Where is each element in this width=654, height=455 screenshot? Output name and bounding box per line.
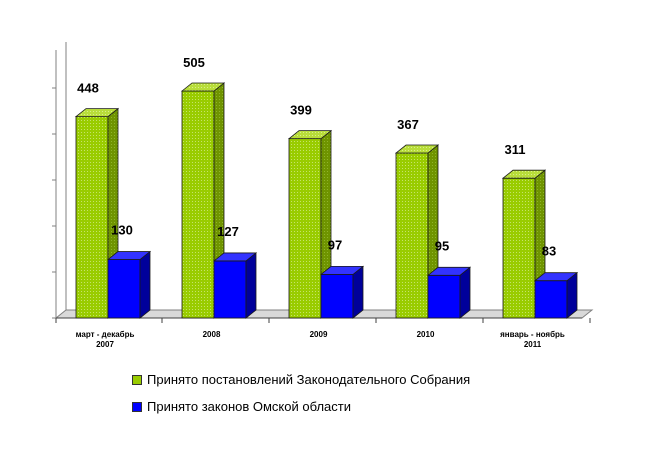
legend-label: Принято законов Омской области xyxy=(147,399,351,414)
x-tick-label: январь - ноябрь 2011 xyxy=(500,330,565,349)
bar-green-top xyxy=(287,130,333,140)
data-label-green: 399 xyxy=(290,103,312,118)
chart-x-tick-labels: март - декабрь 2007 2008 2009 2010 январь - н… xyxy=(76,330,565,349)
bar-green-front xyxy=(75,116,109,319)
chart-data-labels: 448 130 505 127 399 97 367 95 311 83 xyxy=(77,55,556,259)
bar-green-front xyxy=(395,152,429,319)
bar-blue-side xyxy=(352,265,364,319)
chart-legend: Принято постановлений Законодательного С… xyxy=(132,366,470,420)
x-tick-label: 2010 xyxy=(417,330,435,339)
bar-blue-side xyxy=(459,266,471,319)
bar-green-top xyxy=(74,108,120,118)
x-tick-label: март - декабрь 2007 xyxy=(76,330,135,349)
bar-blue-side xyxy=(139,250,151,319)
bar-green-front xyxy=(288,138,322,319)
bar-green-top xyxy=(180,82,226,92)
bar-blue-front xyxy=(427,274,461,319)
data-label-blue: 83 xyxy=(542,244,556,259)
x-tick-label: 2008 xyxy=(203,330,221,339)
bar-blue xyxy=(533,271,579,319)
bar-blue-front xyxy=(320,273,354,319)
chart-bars xyxy=(74,82,579,319)
bar-blue xyxy=(319,265,365,319)
legend-label: Принято постановлений Законодательного С… xyxy=(147,372,471,387)
data-label-blue: 127 xyxy=(217,224,239,239)
legend-swatch-blue xyxy=(132,401,142,412)
bar-green-top xyxy=(501,169,547,179)
data-label-blue: 130 xyxy=(111,223,133,238)
legend-item: Принято законов Омской области xyxy=(132,393,470,420)
bar-blue-front xyxy=(213,260,247,319)
data-label-green: 505 xyxy=(183,55,205,70)
bar-green xyxy=(287,129,333,319)
bar-green-front xyxy=(502,177,536,319)
bar-blue-top xyxy=(426,266,472,276)
bar-blue-top xyxy=(106,251,152,260)
data-label-blue: 95 xyxy=(435,238,449,253)
bar-blue-front xyxy=(107,259,141,319)
data-label-blue: 97 xyxy=(328,237,342,252)
data-label-green: 448 xyxy=(77,81,99,96)
bar-green-front xyxy=(181,90,215,319)
x-tick-label: 2009 xyxy=(310,330,328,339)
bar-blue xyxy=(426,266,472,319)
bar-blue-top xyxy=(533,272,579,282)
legend-swatch-green xyxy=(132,374,142,385)
bar-blue-top xyxy=(319,265,365,275)
bar-blue-front xyxy=(534,280,568,319)
data-label-green: 367 xyxy=(397,117,419,132)
bar-blue-top xyxy=(212,252,258,262)
legend-item: Принято постановлений Законодательного С… xyxy=(132,366,470,393)
bar-green-top xyxy=(394,144,440,154)
bar-blue-side xyxy=(245,252,257,319)
bar-blue xyxy=(212,252,258,319)
bar-blue xyxy=(106,250,152,319)
bar-green xyxy=(180,82,226,319)
data-label-green: 311 xyxy=(505,142,526,157)
